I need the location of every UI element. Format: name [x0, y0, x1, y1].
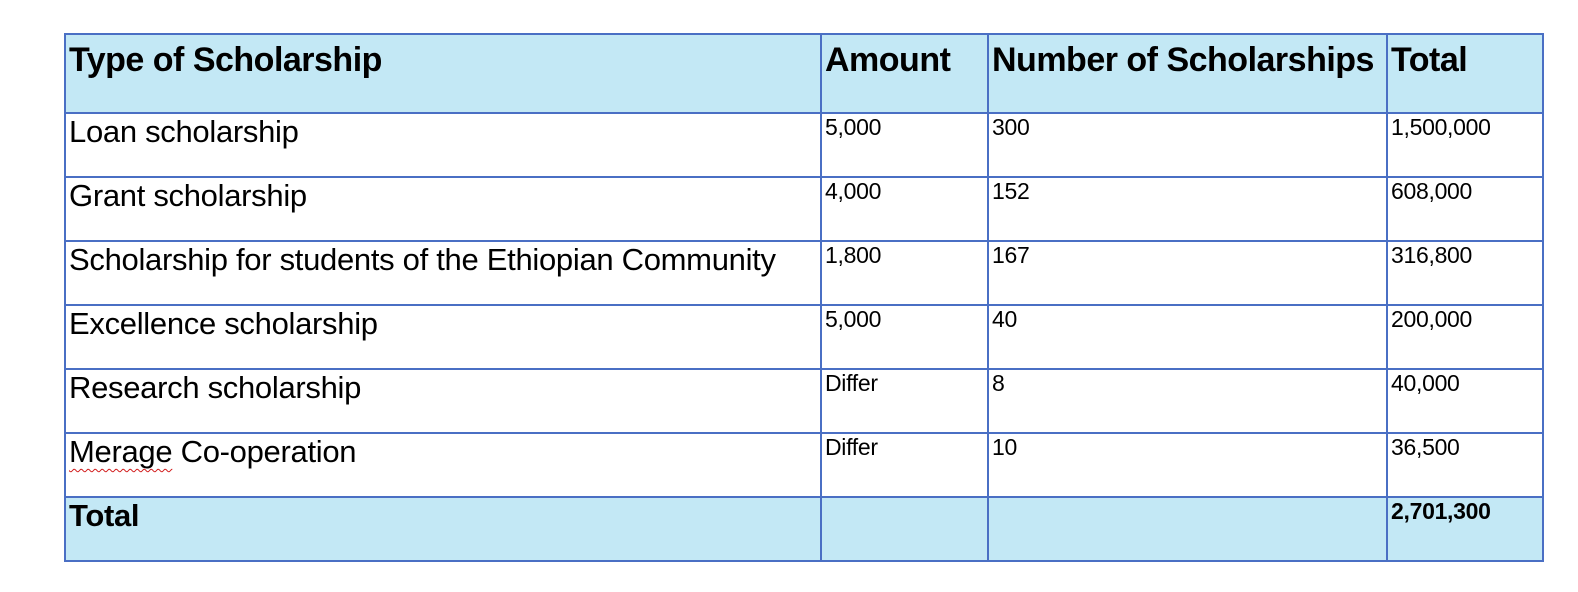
cell-type: Research scholarship — [64, 368, 822, 434]
total-amount — [820, 496, 989, 562]
cell-total: 40,000 — [1386, 368, 1544, 434]
header-amount: Amount — [820, 33, 989, 114]
cell-total: 316,800 — [1386, 240, 1544, 306]
cell-amount: 4,000 — [820, 176, 989, 242]
header-total: Total — [1386, 33, 1544, 114]
cell-total: 36,500 — [1386, 432, 1544, 498]
table-row: Scholarship for students of the Ethiopia… — [64, 240, 1544, 306]
cell-number: 167 — [987, 240, 1388, 306]
cell-number: 152 — [987, 176, 1388, 242]
cell-number: 8 — [987, 368, 1388, 434]
misspelled-word[interactable]: Merage — [69, 434, 173, 469]
scholarship-table: Type of Scholarship Amount Number of Sch… — [64, 33, 1544, 562]
table-row: Grant scholarship 4,000 152 608,000 — [64, 176, 1544, 242]
cell-number: 300 — [987, 112, 1388, 178]
total-number — [987, 496, 1388, 562]
table-row: Loan scholarship 5,000 300 1,500,000 — [64, 112, 1544, 178]
table-total-row: Total 2,701,300 — [64, 496, 1544, 562]
cell-number: 10 — [987, 432, 1388, 498]
cell-amount: 5,000 — [820, 112, 989, 178]
cell-amount: 1,800 — [820, 240, 989, 306]
cell-type: Scholarship for students of the Ethiopia… — [64, 240, 822, 306]
cell-number: 40 — [987, 304, 1388, 370]
table-row: Excellence scholarship 5,000 40 200,000 — [64, 304, 1544, 370]
cell-total: 608,000 — [1386, 176, 1544, 242]
total-value: 2,701,300 — [1386, 496, 1544, 562]
cell-type: Excellence scholarship — [64, 304, 822, 370]
cell-total: 200,000 — [1386, 304, 1544, 370]
cell-type-rest: Co-operation — [172, 434, 357, 469]
cell-type: Grant scholarship — [64, 176, 822, 242]
cell-amount: Differ — [820, 432, 989, 498]
total-label: Total — [64, 496, 822, 562]
header-number: Number of Scholarships — [987, 33, 1388, 114]
cell-amount: 5,000 — [820, 304, 989, 370]
cell-type: Loan scholarship — [64, 112, 822, 178]
table-header-row: Type of Scholarship Amount Number of Sch… — [64, 33, 1544, 114]
table-row: Research scholarship Differ 8 40,000 — [64, 368, 1544, 434]
cell-total: 1,500,000 — [1386, 112, 1544, 178]
table-row: Merage Co-operation Differ 10 36,500 — [64, 432, 1544, 498]
header-type: Type of Scholarship — [64, 33, 822, 114]
cell-amount: Differ — [820, 368, 989, 434]
cell-type: Merage Co-operation — [64, 432, 822, 498]
